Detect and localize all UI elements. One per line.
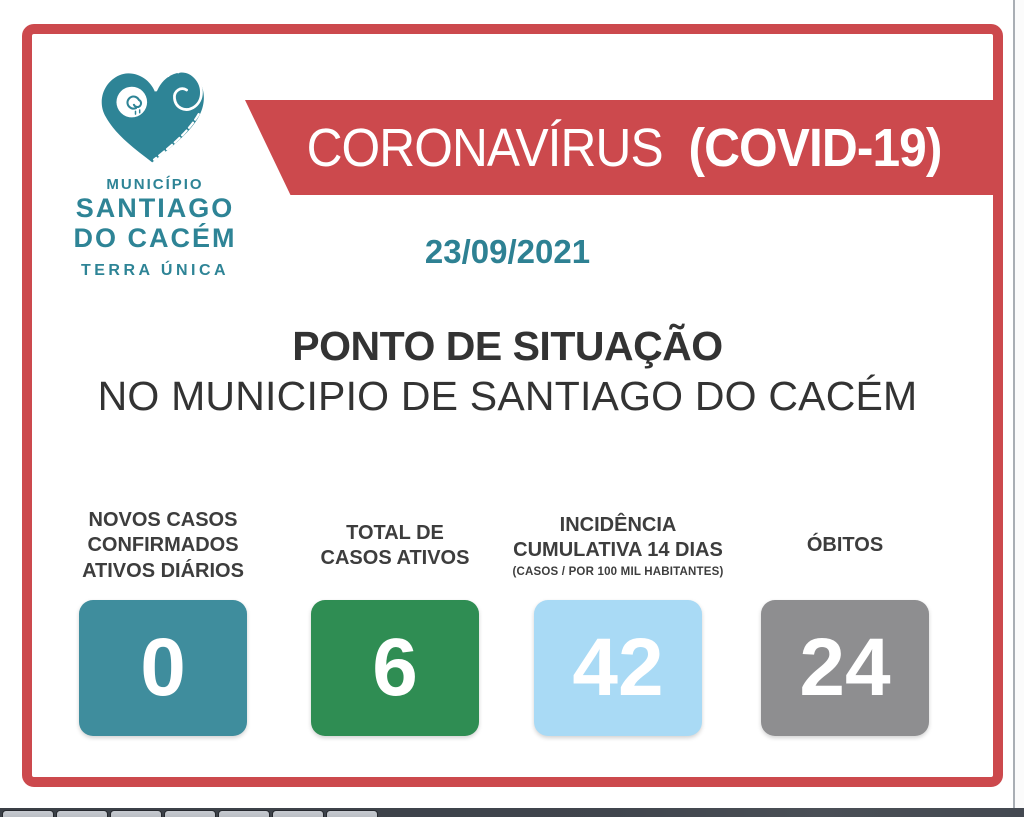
- page-title-line2: NO MUNICIPIO DE SANTIAGO DO CACÉM: [97, 373, 918, 419]
- wave-heart-icon: [101, 69, 204, 163]
- logo-municipio-label: MUNICÍPIO: [106, 176, 204, 193]
- stat-novos-casos-box: 0: [79, 600, 247, 736]
- stat-label-line: CONFIRMADOS: [87, 534, 239, 557]
- stat-label-line: TOTAL DE: [346, 521, 444, 544]
- taskbar-button[interactable]: [326, 810, 378, 817]
- stat-novos-casos: NOVOS CASOS CONFIRMADOS ATIVOS DIÁRIOS 0: [58, 500, 268, 736]
- stat-obitos: ÓBITOS 24: [745, 500, 945, 736]
- stat-label-line: CUMULATIVA 14 DIAS: [513, 538, 723, 561]
- stat-novos-casos-value: 0: [140, 622, 186, 713]
- stat-obitos-box: 24: [761, 600, 929, 736]
- stat-casos-ativos-label: TOTAL DE CASOS ATIVOS: [295, 500, 495, 592]
- logo-docacem-label: DO CACÉM: [73, 223, 237, 254]
- taskbar-button[interactable]: [2, 810, 54, 817]
- municipality-logo: MUNICÍPIO SANTIAGO DO CACÉM TERRA ÚNICA: [40, 64, 270, 280]
- stat-label-line: ATIVOS DIÁRIOS: [82, 559, 244, 582]
- stat-label-line: ÓBITOS: [806, 534, 884, 557]
- stat-label-line: CASOS ATIVOS: [320, 547, 470, 569]
- logo-terraunica-label: TERRA ÚNICA: [80, 262, 230, 280]
- taskbar-button[interactable]: [272, 810, 324, 817]
- red-border-frame: [22, 24, 1003, 787]
- taskbar-button[interactable]: [56, 810, 108, 817]
- window-edge-margin: [1015, 0, 1024, 808]
- stat-label-line: INCIDÊNCIA: [559, 513, 677, 536]
- stat-incidencia-value: 42: [572, 622, 664, 713]
- stat-incidencia: INCIDÊNCIA CUMULATIVA 14 DIAS (CASOS / P…: [508, 500, 728, 736]
- banner-title: CORONAVÍRUS: [306, 117, 664, 178]
- stat-label-line: NOVOS CASOS: [88, 509, 238, 532]
- stat-sublabel: (CASOS / POR 100 MIL HABITANTES): [512, 565, 724, 578]
- taskbar-button[interactable]: [218, 810, 270, 817]
- coronavirus-banner: CORONAVÍRUS (COVID-19): [245, 100, 1003, 195]
- page-title-line1: PONTO DE SITUAÇÃO: [292, 323, 723, 369]
- taskbar-strip: [0, 808, 1024, 817]
- stat-obitos-label: ÓBITOS: [745, 500, 945, 592]
- stat-incidencia-box: 42: [534, 600, 702, 736]
- stat-obitos-value: 24: [799, 622, 891, 713]
- taskbar-button[interactable]: [164, 810, 216, 817]
- stat-novos-casos-label: NOVOS CASOS CONFIRMADOS ATIVOS DIÁRIOS: [58, 500, 268, 592]
- logo-santiago-label: SANTIAGO: [75, 193, 235, 223]
- stat-casos-ativos-box: 6: [311, 600, 479, 736]
- taskbar-button[interactable]: [110, 810, 162, 817]
- window-edge-line: [1013, 0, 1015, 808]
- stat-casos-ativos: TOTAL DE CASOS ATIVOS 6: [295, 500, 495, 736]
- report-date: 23/09/2021: [424, 233, 591, 270]
- stat-casos-ativos-value: 6: [372, 622, 418, 713]
- banner-text: CORONAVÍRUS (COVID-19): [306, 117, 943, 178]
- banner-subtitle: (COVID-19): [688, 117, 942, 178]
- page-title: PONTO DE SITUAÇÃO NO MUNICIPIO DE SANTIA…: [22, 323, 993, 420]
- stat-incidencia-label: INCIDÊNCIA CUMULATIVA 14 DIAS (CASOS / P…: [508, 500, 728, 592]
